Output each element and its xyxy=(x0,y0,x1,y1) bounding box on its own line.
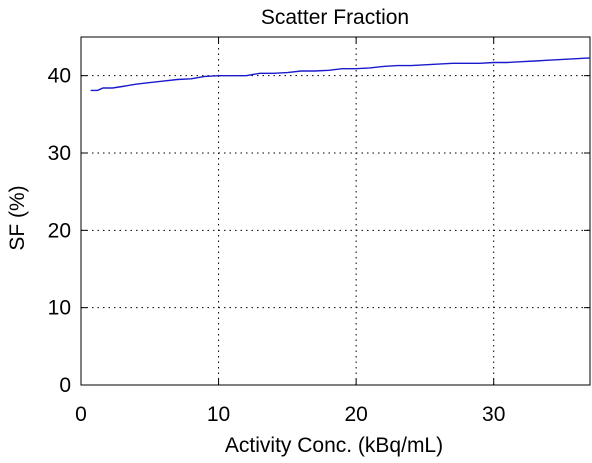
y-tick-label: 20 xyxy=(48,219,71,242)
y-axis-title: SF (%) xyxy=(6,185,29,250)
series-group xyxy=(90,57,591,92)
y-tick-label: 30 xyxy=(48,142,71,165)
x-tick-label: 10 xyxy=(207,403,230,426)
series-line-0 xyxy=(90,57,591,92)
y-tick-label: 0 xyxy=(59,374,71,397)
y-tick-label: 10 xyxy=(48,297,71,320)
chart-title: Scatter Fraction xyxy=(261,6,409,29)
axis-ticks: 0 10 20 30 0 10 20 30 40 xyxy=(48,37,590,426)
x-tick-label: 30 xyxy=(482,403,505,426)
x-tick-label: 0 xyxy=(75,403,87,426)
x-tick-label: 20 xyxy=(344,403,367,426)
plot-frame xyxy=(80,36,591,386)
grid-lines xyxy=(81,37,590,385)
y-tick-label: 40 xyxy=(48,65,71,88)
x-axis-title: Activity Conc. (kBq/mL) xyxy=(225,434,443,457)
